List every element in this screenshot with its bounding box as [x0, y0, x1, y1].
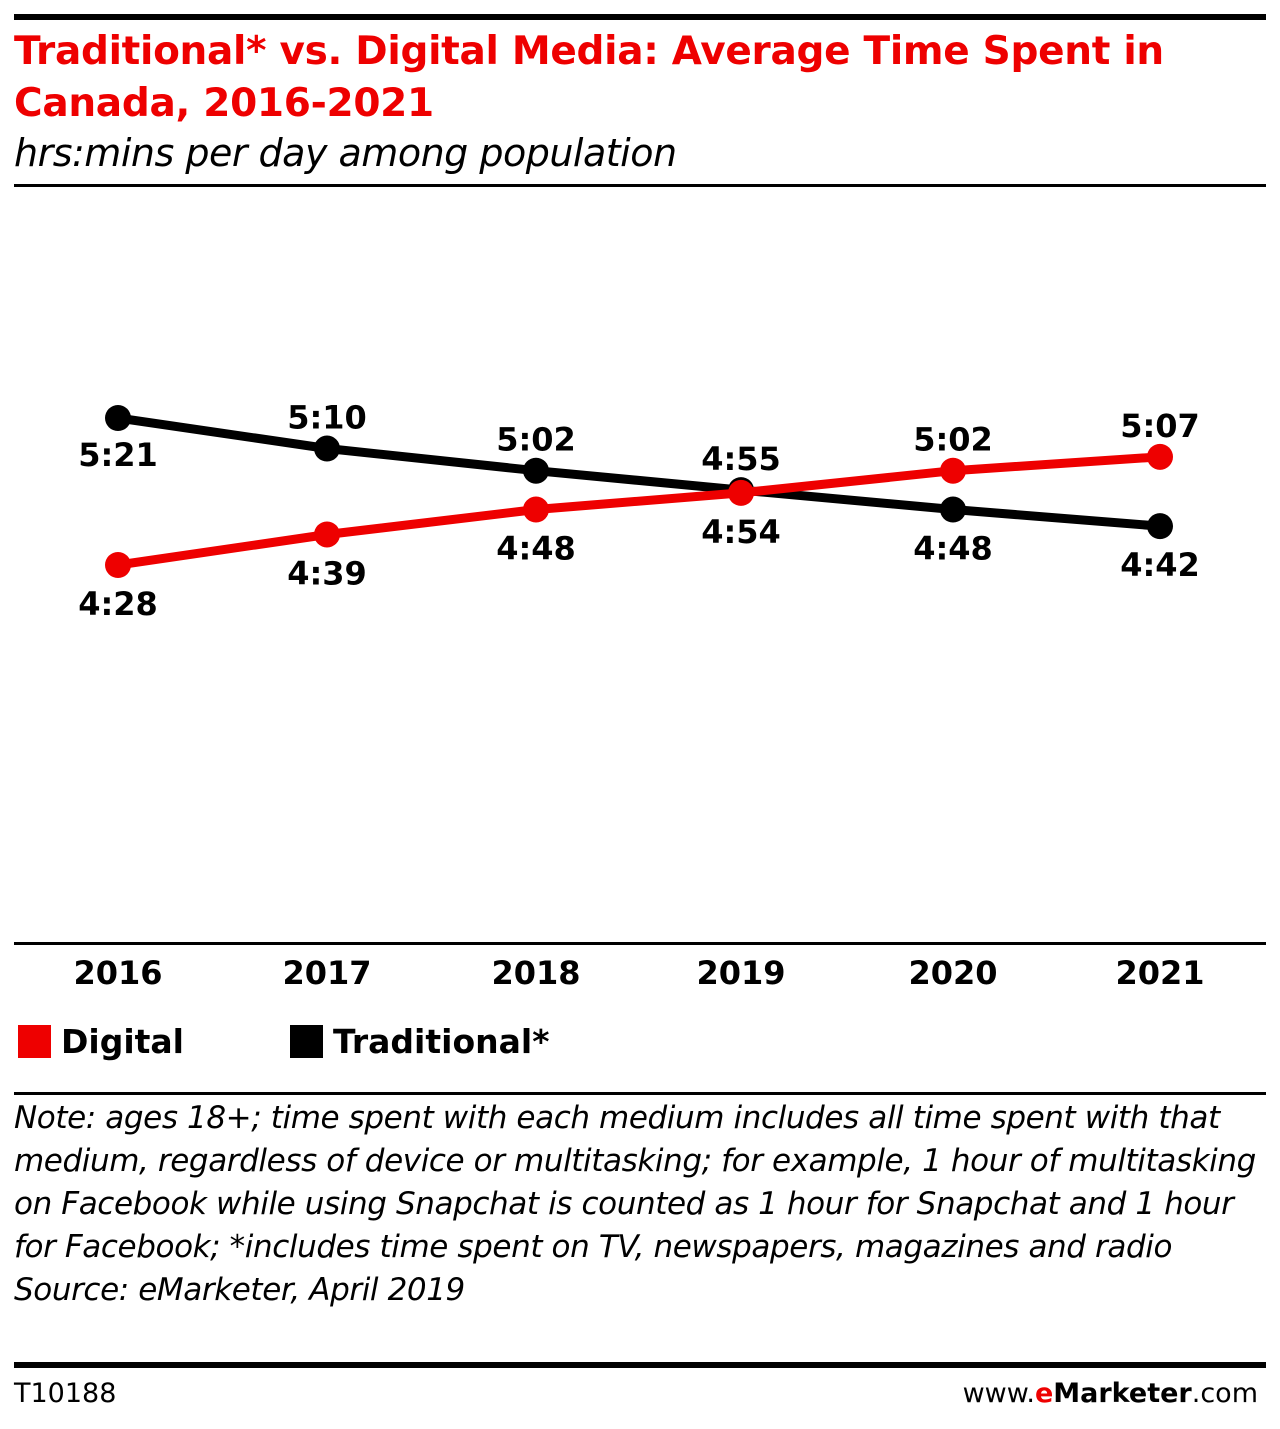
brand-prefix: www. [962, 1378, 1035, 1409]
line-chart: 4:28 5:21 4:39 5:10 4:48 5:02 4:54 4:55 5:02 4:48… [14, 399, 1266, 992]
data-label-traditional-2018: 5:02 [496, 421, 576, 459]
page-title: Traditional* vs. Digital Media: Average … [14, 29, 1164, 126]
data-point-traditional-2017 [314, 435, 340, 462]
brand-link[interactable]: www.eMarketer.com [963, 1374, 1258, 1414]
data-point-traditional-2020 [940, 496, 966, 523]
x-tick-label-2016: 2016 [73, 954, 162, 992]
brand-e: e [1034, 1378, 1054, 1409]
series-line-traditional [113, 413, 1165, 531]
data-point-digital-2016 [105, 552, 131, 578]
data-point-digital-2021 [1147, 443, 1173, 470]
x-tick-label-2021: 2021 [1115, 954, 1204, 992]
x-tick-label-2019: 2019 [696, 954, 785, 992]
data-label-traditional-2017: 5:10 [287, 399, 367, 437]
data-label-digital-2016: 4:28 [78, 585, 158, 623]
x-tick-label-2017: 2017 [282, 954, 371, 992]
bottom-rule [14, 1362, 1266, 1368]
data-label-traditional-2016: 5:21 [78, 436, 158, 474]
chart-legend: Digital Traditional* [14, 1018, 814, 1064]
source-text: Source: eMarketer, April 2019 [14, 1272, 465, 1308]
data-point-traditional-2018 [523, 457, 549, 484]
data-label-digital-2020: 5:02 [913, 421, 993, 459]
data-label-digital-2019: 4:54 [701, 513, 781, 551]
data-point-digital-2020 [940, 457, 966, 484]
data-label-traditional-2019: 4:55 [701, 440, 781, 478]
legend-label-digital: Digital [61, 1021, 184, 1061]
x-tick-label-2020: 2020 [908, 954, 997, 992]
chart-id: T10188 [14, 1378, 117, 1409]
data-label-digital-2018: 4:48 [496, 530, 576, 568]
brand-name: Marketer [1053, 1378, 1192, 1409]
legend-swatch-traditional [290, 1024, 323, 1058]
brand-suffix: .com [1191, 1378, 1258, 1409]
title-divider [14, 184, 1266, 187]
legend-swatch-digital [18, 1024, 51, 1058]
data-point-digital-2018 [523, 496, 549, 523]
data-point-digital-2017 [314, 521, 340, 548]
data-label-digital-2017: 4:39 [287, 554, 367, 592]
x-axis-line [14, 942, 1266, 945]
data-label-digital-2021: 5:07 [1120, 407, 1200, 445]
data-point-traditional-2021 [1147, 513, 1173, 540]
legend-item-traditional: Traditional* [290, 1018, 549, 1064]
data-point-traditional-2016 [105, 405, 131, 431]
data-point-digital-2019 [728, 479, 754, 506]
data-label-traditional-2020: 4:48 [913, 530, 993, 568]
series-line-digital [113, 452, 1165, 570]
top-rule [14, 14, 1266, 20]
legend-label-traditional: Traditional* [333, 1021, 550, 1061]
note-text: Note: ages 18+; time spent with each med… [14, 1100, 1256, 1265]
x-tick-label-2018: 2018 [491, 954, 580, 992]
page-subtitle: hrs:mins per day among population [14, 131, 677, 175]
chart-note: Note: ages 18+; time spent with each med… [14, 1097, 1259, 1312]
data-label-traditional-2021: 4:42 [1120, 546, 1200, 584]
legend-item-digital: Digital [18, 1018, 184, 1064]
note-divider [14, 1092, 1266, 1095]
